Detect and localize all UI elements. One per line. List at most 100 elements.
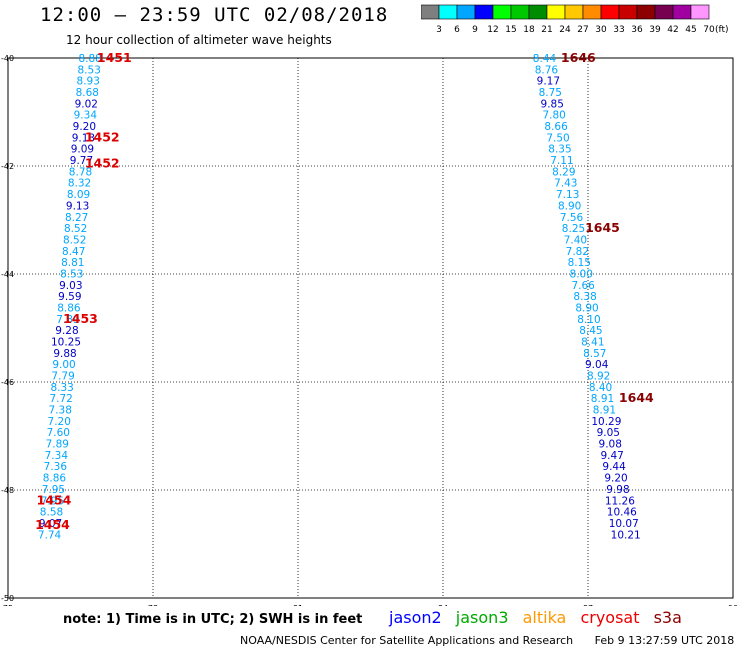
colorbar-label: 70 — [703, 25, 715, 35]
wave-height-point: 8.09 — [67, 189, 90, 201]
wave-height-point: 7.50 — [546, 132, 569, 144]
wave-height-point: 7.89 — [56, 314, 79, 326]
colorbar-label: 24 — [559, 25, 571, 35]
time-label: 1452 — [85, 155, 120, 170]
wave-height-point: 8.41 — [581, 337, 604, 349]
footer-credit: NOAA/NESDIS Center for Satellite Applica… — [240, 634, 574, 647]
wave-height-point: 9.09 — [71, 144, 94, 156]
wave-height-point: 8.45 — [579, 325, 602, 337]
colorbar-label: 36 — [631, 25, 643, 35]
legend-s3a: s3a — [653, 608, 682, 627]
colorbar-label: 15 — [505, 25, 516, 35]
y-tick-label: -42 — [1, 162, 14, 171]
wave-height-point: 9.13 — [72, 132, 95, 144]
chart-note: note: 1) Time is in UTC; 2) SWH is in fe… — [63, 612, 363, 627]
wave-height-point: 8.52 — [64, 223, 87, 235]
wave-height-point: 8.53 — [78, 64, 101, 76]
wave-height-point: 8.90 — [575, 302, 598, 314]
wave-height-point: 7.56 — [560, 212, 584, 224]
wave-height-point: 7.13 — [556, 189, 579, 201]
wave-height-point: 7.79 — [51, 371, 74, 383]
x-tick-label: 87 — [583, 604, 593, 606]
chart-subtitle: 12 hour collection of altimeter wave hei… — [66, 33, 332, 47]
colorbar-label: 33 — [613, 25, 624, 35]
wave-height-point: 7.20 — [48, 416, 71, 428]
wave-height-point: 8.00 — [570, 268, 593, 280]
legend-cryosat: cryosat — [580, 608, 640, 627]
footer: NOAA/NESDIS Center for Satellite Applica… — [240, 634, 734, 647]
wave-height-point: 7.43 — [554, 178, 577, 190]
wave-height-point: 8.78 — [69, 166, 92, 178]
chart-title: 12:00 — 23:59 UTC 02/08/2018 — [40, 4, 389, 26]
wave-height-point: 7.11 — [550, 155, 573, 167]
wave-height-point: 7.38 — [49, 405, 72, 417]
wave-height-point: 7.80 — [542, 110, 565, 122]
y-tick-label: -48 — [1, 486, 14, 495]
legend-jason2: jason2 — [389, 608, 442, 627]
wave-height-point: 10.25 — [51, 337, 81, 349]
x-tick-label: 75 — [3, 604, 13, 606]
wave-height-point: 8.91 — [591, 393, 614, 405]
wave-height-point: 8.88 — [78, 53, 101, 65]
colorbar-label: 9 — [472, 25, 478, 35]
wave-height-point: 7.95 — [42, 484, 65, 496]
wave-height-point: 8.15 — [568, 257, 591, 269]
y-tick-label: -44 — [1, 270, 14, 279]
wave-height-point: 8.91 — [593, 405, 616, 417]
wave-height-point: 9.28 — [55, 325, 78, 337]
colorbar-unit: (ft) — [715, 25, 729, 35]
plot-frame — [7, 57, 734, 599]
footer-timestamp: Feb 9 13:27:59 UTC 2018 — [594, 634, 735, 647]
wave-height-point: 8.27 — [65, 212, 88, 224]
wave-height-point: 8.32 — [68, 178, 91, 190]
wave-height-point: 8.35 — [548, 144, 571, 156]
wave-height-point: 10.46 — [607, 507, 637, 519]
wave-height-point: 7.95 — [41, 495, 64, 507]
wave-height-point: 7.82 — [566, 246, 589, 258]
wave-height-point: 7.74 — [38, 529, 62, 541]
time-label: 1451 — [97, 50, 132, 65]
wave-height-point: 9.13 — [66, 200, 89, 212]
wave-height-point: 8.47 — [62, 246, 85, 258]
wave-height-point: 8.52 — [63, 234, 86, 246]
x-tick-label: 81 — [293, 604, 303, 606]
wave-height-point: 9.20 — [604, 473, 627, 485]
wave-height-point: 8.86 — [43, 473, 67, 485]
wave-height-point: 9.02 — [75, 98, 98, 110]
wave-height-point: 7.60 — [47, 427, 70, 439]
wave-height-point: 10.07 — [609, 518, 639, 530]
colorbar-label: 42 — [667, 25, 678, 35]
time-label: 1646 — [561, 50, 596, 65]
wave-height-point: 10.21 — [611, 529, 641, 541]
colorbar-label: 18 — [523, 25, 535, 35]
wave-height-point: 9.07 — [39, 518, 62, 530]
colorbar-swatch — [690, 4, 710, 20]
x-tick-label: 84 — [438, 604, 448, 606]
wave-height-point: 10.29 — [591, 416, 621, 428]
wave-height-point: 7.40 — [564, 234, 587, 246]
wave-height-point: 9.47 — [600, 450, 623, 462]
wave-height-point: 8.53 — [60, 268, 83, 280]
y-tick-label: -46 — [1, 378, 14, 387]
colorbar-label: 27 — [577, 25, 588, 35]
y-tick-label: -50 — [1, 594, 14, 603]
wave-height-point: 8.68 — [76, 87, 99, 99]
wave-height-point: 9.04 — [585, 359, 609, 371]
colorbar-label: 45 — [685, 25, 696, 35]
time-label: 1454 — [37, 492, 72, 507]
wave-height-point: 8.66 — [544, 121, 568, 133]
wave-height-point: 8.44 — [533, 53, 557, 65]
wave-height-point: 9.17 — [537, 76, 560, 88]
wave-height-point: 9.03 — [59, 280, 82, 292]
wave-height-point: 8.57 — [583, 348, 606, 360]
wave-height-point: 8.10 — [577, 314, 600, 326]
wave-height-point: 8.81 — [61, 257, 84, 269]
wave-height-point: 8.40 — [589, 382, 612, 394]
time-label: 1644 — [619, 390, 654, 405]
colorbar-label: 39 — [649, 25, 661, 35]
wave-height-point: 8.86 — [57, 302, 81, 314]
wave-height-point: 9.59 — [58, 291, 81, 303]
wave-height-point: 7.72 — [49, 393, 72, 405]
wave-height-point: 7.66 — [571, 280, 595, 292]
wave-height-point: 9.98 — [606, 484, 629, 496]
